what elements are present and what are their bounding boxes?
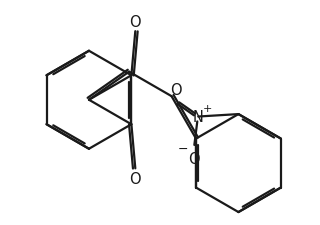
Text: N: N <box>193 110 204 124</box>
Text: O: O <box>170 83 181 98</box>
Text: O: O <box>130 15 141 30</box>
Text: O: O <box>130 171 141 186</box>
Text: +: + <box>203 104 212 114</box>
Text: O: O <box>188 151 200 166</box>
Text: −: − <box>178 142 188 155</box>
